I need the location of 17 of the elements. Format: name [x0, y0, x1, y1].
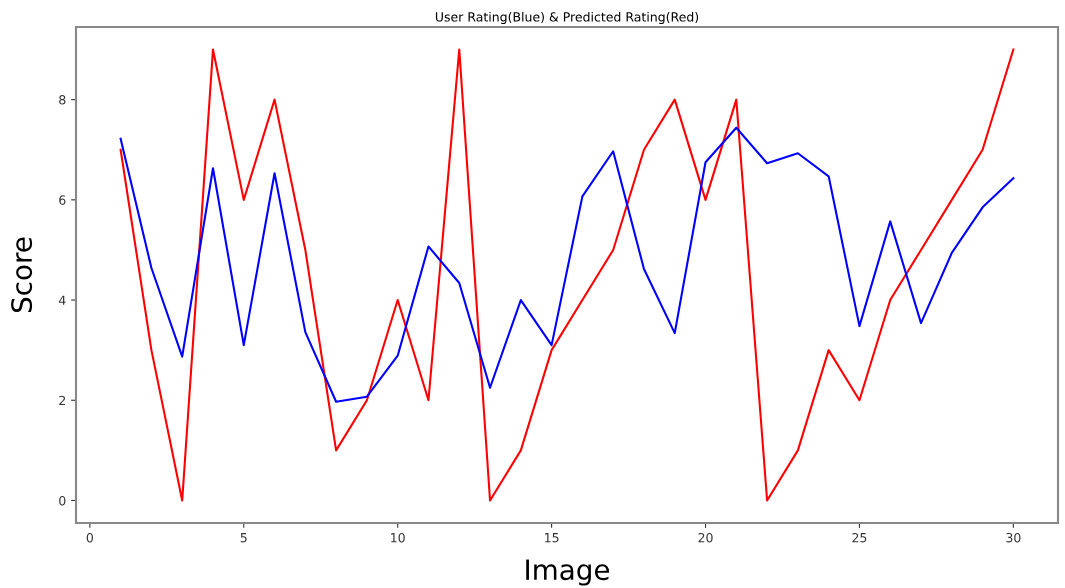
y-axis-title: Score [11, 237, 33, 313]
x-tick-label: 15 [545, 533, 559, 543]
x-tick-label: 20 [698, 532, 713, 543]
line-series [119, 48, 1015, 502]
x-tick-label: 10 [391, 532, 405, 543]
x-tick-label: 5 [240, 533, 247, 543]
y-tick-label: 4 [58, 295, 66, 305]
y-tick-label: 2 [59, 395, 66, 405]
chart-title: User Rating(Blue) & Predicted Rating(Red) [435, 11, 699, 25]
x-tick-label: 25 [852, 532, 867, 543]
y-tick-label: 8 [59, 95, 66, 105]
y-tick-label: 0 [59, 495, 66, 506]
x-tick-label: 30 [1006, 532, 1021, 543]
y-tick-label: 6 [59, 195, 66, 205]
line-series [119, 126, 1015, 403]
x-axis-title: Image [526, 559, 610, 586]
x-tick-label: 0 [86, 532, 93, 543]
